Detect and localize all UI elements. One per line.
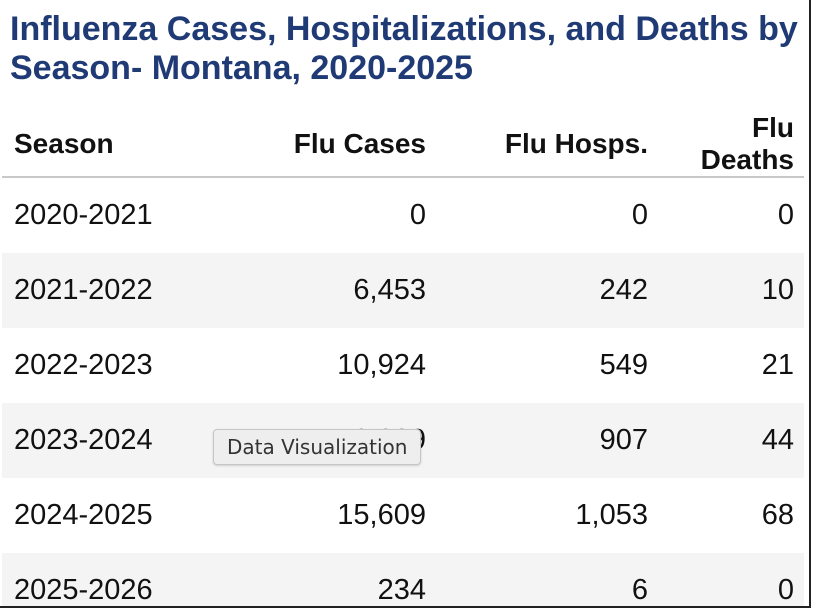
flu-cases-cell: 10,924 [337, 349, 426, 381]
flu-cases-cell: 0 [409, 199, 426, 231]
page-title: Influenza Cases, Hospitalizations, and D… [10, 10, 798, 87]
column-header-flu-hosps: Flu Hosps. [436, 112, 658, 178]
flu-deaths-cell: 0 [777, 199, 794, 231]
flu-hosps-cell: 0 [631, 199, 648, 231]
header-row: Season Flu Cases Flu Hosps. Flu Deaths [2, 112, 804, 178]
table-row: 2021-2022 6,453 242 10 [2, 253, 804, 328]
column-header-season: Season [2, 112, 204, 178]
flu-hosps-cell: 549 [599, 349, 648, 381]
flu-hosps-cell: 242 [436, 253, 658, 328]
table-row: 2022-2023 10,924 549 21 [2, 328, 804, 403]
flu-cases-cell: 15,609 [337, 499, 426, 531]
table-row: 2024-2025 15,609 1,053 68 [2, 478, 804, 553]
flu-cases-cell: 6,453 [204, 253, 436, 328]
tooltip: Data Visualization [213, 429, 422, 465]
column-header-flu-cases: Flu Cases [204, 112, 436, 178]
season-cell: 2024-2025 [14, 499, 153, 531]
table-row: 2020-2021 0 0 0 [2, 177, 804, 253]
table-row: 2025-2026 234 6 0 [2, 553, 804, 606]
season-cell: 2025-2026 [2, 553, 204, 606]
table-header: Season Flu Cases Flu Hosps. Flu Deaths [2, 112, 804, 178]
flu-deaths-cell: 68 [761, 499, 794, 531]
flu-hosps-cell: 907 [436, 403, 658, 478]
flu-deaths-cell: 0 [658, 553, 804, 606]
flu-hosps-cell: 6 [436, 553, 658, 606]
table-body: 2020-2021 0 0 0 2021-2022 6,453 242 10 2… [2, 177, 804, 606]
flu-cases-cell: 234 [204, 553, 436, 606]
flu-table: Season Flu Cases Flu Hosps. Flu Deaths 2… [2, 112, 804, 606]
season-cell: 2021-2022 [2, 253, 204, 328]
flu-deaths-cell: 44 [658, 403, 804, 478]
column-header-flu-deaths: Flu Deaths [658, 112, 804, 178]
flu-hosps-cell: 1,053 [575, 499, 648, 531]
flu-deaths-cell: 10 [658, 253, 804, 328]
season-cell: 2023-2024 [2, 403, 204, 478]
season-cell: 2020-2021 [14, 199, 153, 231]
season-cell: 2022-2023 [14, 349, 153, 381]
flu-deaths-cell: 21 [761, 349, 794, 381]
